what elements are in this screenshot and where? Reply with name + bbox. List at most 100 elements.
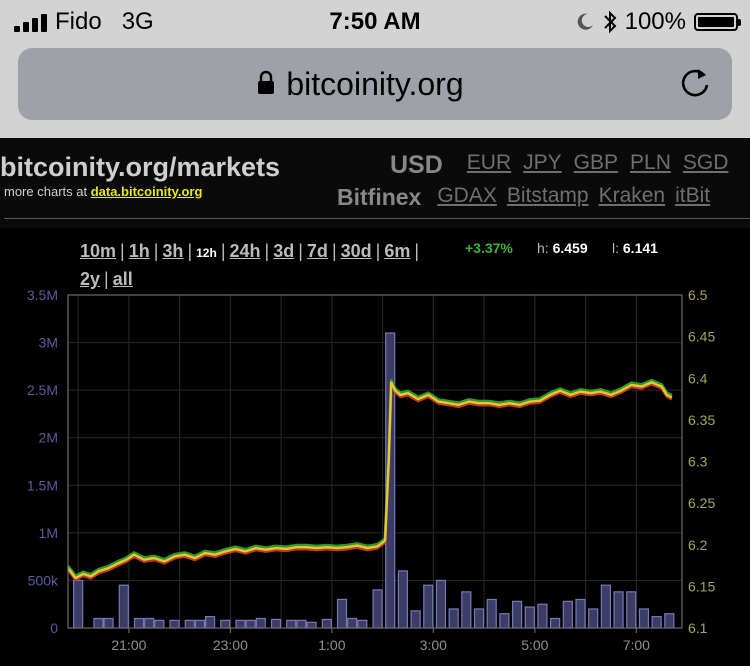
- y-left-tick-label: 2.5M: [27, 382, 58, 398]
- volume-bar: [144, 617, 155, 629]
- axis-labels: 0 500k 1M 1.5M 2M 2.5M 3M 3.5M 6.1 6.15 6.2 6.25 6.3…: [27, 287, 716, 653]
- range-7d[interactable]: 7d: [306, 241, 328, 261]
- x-tick-label: 1:00: [318, 637, 345, 653]
- reload-icon[interactable]: [678, 66, 712, 100]
- x-tick-label: 23:00: [213, 637, 248, 653]
- exchange-link-gdax[interactable]: GDAX: [437, 184, 497, 207]
- price-line: [67, 381, 673, 580]
- volume-bar: [499, 613, 510, 629]
- x-tick-label: 21:00: [111, 637, 146, 653]
- timerange-selector: 10m | 1h | 3h | 12h | 24h | 3d | 7d | 30d | 6m | 2y | all: [80, 241, 420, 289]
- volume-bar: [638, 608, 650, 629]
- battery-icon: [694, 13, 741, 31]
- volume-bar: [435, 579, 447, 629]
- volume-bar: [423, 584, 434, 629]
- y-left-tick-label: 3M: [39, 335, 58, 351]
- price-high: h: 6.459: [537, 240, 588, 256]
- volume-bar: [255, 617, 266, 629]
- range-3h[interactable]: 3h: [162, 241, 184, 261]
- x-tick-label: 5:00: [521, 637, 548, 653]
- volume-bar: [600, 584, 611, 629]
- volume-bar: [588, 608, 599, 629]
- volume-bar: [626, 591, 637, 629]
- range-3d[interactable]: 3d: [273, 241, 295, 261]
- volume-bar: [410, 610, 421, 629]
- volume-bar: [511, 600, 523, 629]
- price-high-label: h:: [537, 240, 549, 256]
- exchange-link-itbit[interactable]: itBit: [675, 184, 711, 207]
- more-charts-text: more charts at data.bitcoinity.org: [4, 184, 202, 199]
- range-24h[interactable]: 24h: [229, 241, 261, 261]
- site-title[interactable]: bitcoinity.org/markets: [0, 152, 281, 182]
- browser-toolbar: bitcoinity.org: [0, 40, 750, 138]
- address-bar[interactable]: bitcoinity.org: [18, 48, 732, 120]
- exchange-selector: Bitfinex GDAX Bitstamp Kraken itBit: [337, 184, 710, 211]
- x-tick-label: 3:00: [420, 637, 447, 653]
- volume-bar: [270, 618, 282, 629]
- price-low: l: 6.141: [612, 240, 658, 256]
- exchange-link-bitstamp[interactable]: Bitstamp: [506, 184, 589, 207]
- currency-link-sgd[interactable]: SGD: [682, 151, 729, 174]
- header-divider: [4, 218, 750, 219]
- chart-grid: [68, 294, 682, 629]
- range-30d[interactable]: 30d: [340, 241, 372, 261]
- exchange-link-kraken[interactable]: Kraken: [598, 184, 666, 207]
- volume-bar: [357, 619, 368, 629]
- volume-bar: [461, 591, 472, 629]
- volume-bar: [93, 617, 104, 629]
- range-6m[interactable]: 6m: [384, 241, 411, 261]
- volume-bar: [220, 619, 231, 629]
- volume-bar: [613, 591, 624, 629]
- volume-bar: [486, 598, 497, 629]
- currency-link-jpy[interactable]: JPY: [523, 151, 562, 174]
- url-text: bitcoinity.org: [286, 66, 464, 102]
- more-charts-prefix: more charts at: [4, 184, 91, 199]
- y-left-tick-label: 2M: [39, 430, 58, 446]
- y-right-tick-label: 6.15: [688, 578, 715, 594]
- range-2y[interactable]: 2y: [80, 269, 101, 289]
- network-label: 3G: [121, 8, 154, 35]
- volume-bar: [103, 617, 114, 629]
- clock: 7:50 AM: [329, 8, 421, 35]
- volume-bar: [537, 603, 548, 629]
- bluetooth-icon: [603, 10, 617, 34]
- y-left-tick-label: 1.5M: [27, 477, 58, 493]
- x-tick-label: 7:00: [623, 637, 650, 653]
- volume-bar: [321, 618, 332, 629]
- y-right-tick-label: 6.35: [688, 412, 715, 428]
- volume-bar: [336, 598, 348, 629]
- price-volume-chart[interactable]: 0 500k 1M 1.5M 2M 2.5M 3M 3.5M 6.1 6.15 6.2 6.25 6.3…: [0, 285, 750, 666]
- moon-icon: [577, 13, 593, 30]
- volume-bar: [184, 619, 195, 629]
- price-change: +3.37%: [465, 240, 513, 256]
- range-10m[interactable]: 10m: [80, 241, 117, 261]
- volume-bar: [194, 619, 206, 629]
- volume-bar: [154, 619, 165, 629]
- y-right-tick-label: 6.25: [688, 495, 715, 511]
- volume-bar: [133, 617, 145, 629]
- range-1h[interactable]: 1h: [128, 241, 150, 261]
- y-left-tick-label: 1M: [39, 525, 58, 541]
- price-low-label: l:: [612, 240, 619, 256]
- range-all[interactable]: all: [112, 269, 133, 289]
- y-left-tick-label: 500k: [28, 572, 59, 588]
- currency-link-eur[interactable]: EUR: [466, 151, 512, 174]
- lock-icon: [258, 70, 274, 94]
- range-12h[interactable]: 12h: [196, 246, 217, 260]
- volume-bar: [524, 606, 535, 629]
- currency-link-pln[interactable]: PLN: [630, 151, 671, 174]
- currency-link-gbp[interactable]: GBP: [573, 151, 619, 174]
- y-right-tick-label: 6.4: [688, 370, 708, 386]
- volume-bar: [562, 600, 573, 629]
- exchange-active: Bitfinex: [337, 184, 422, 210]
- y-right-tick-label: 6.2: [688, 537, 708, 553]
- volume-bar: [397, 570, 409, 629]
- y-right-tick-label: 6.1: [688, 620, 708, 636]
- data-site-link[interactable]: data.bitcoinity.org: [90, 184, 203, 199]
- volume-bar: [296, 619, 307, 629]
- y-right-tick-label: 6.45: [688, 329, 715, 345]
- volume-bar: [169, 619, 180, 629]
- volume-bar: [575, 598, 586, 629]
- volume-bar: [347, 617, 358, 629]
- volume-bar: [306, 621, 317, 629]
